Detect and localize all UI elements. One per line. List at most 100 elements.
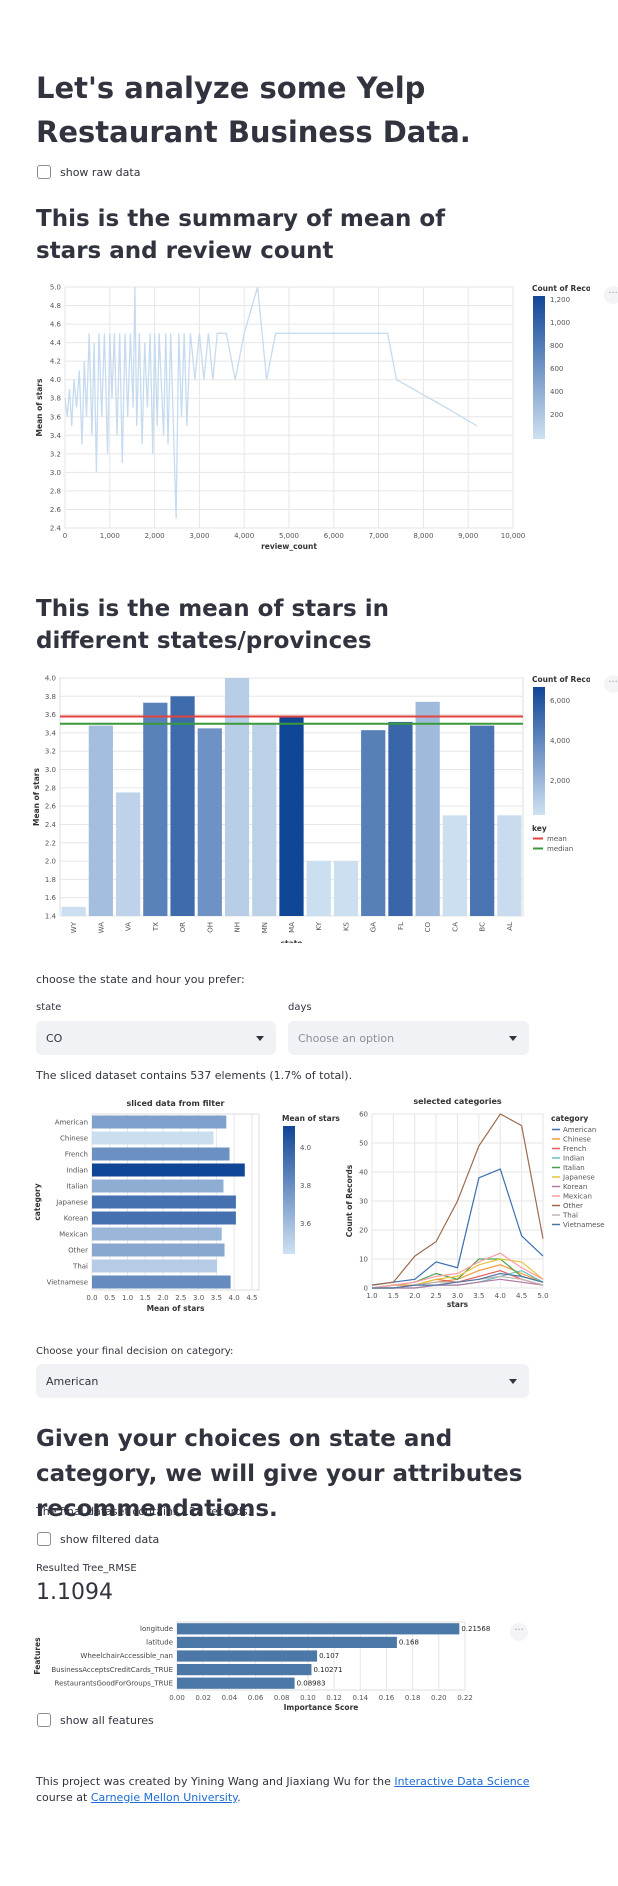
raw-data-label: show raw data xyxy=(60,165,141,179)
checkbox-box[interactable] xyxy=(37,1532,51,1546)
x-axis-label: stars xyxy=(447,1300,469,1309)
y-tick-label: 2.6 xyxy=(45,803,57,811)
y-tick-label: BusinessAcceptsCreditCards_TRUE xyxy=(51,1666,173,1674)
value-label: 0.107 xyxy=(319,1652,339,1660)
bar-ma xyxy=(279,716,304,916)
page-title: Let's analyze some Yelp Restaurant Busin… xyxy=(36,71,471,149)
state-label: state xyxy=(36,1002,62,1013)
legend-label: Chinese xyxy=(563,1136,591,1144)
x-tick-label: 0.08 xyxy=(274,1694,290,1702)
bar-ky xyxy=(306,861,331,916)
y-tick-label: 10 xyxy=(359,1256,368,1264)
x-axis-label: Importance Score xyxy=(284,1703,359,1712)
x-tick-label: BC xyxy=(479,922,487,932)
y-axis-label: category xyxy=(33,1183,42,1220)
x-tick-label: KY xyxy=(315,921,323,930)
series-line-vietnamese xyxy=(372,1272,544,1289)
x-tick-label: OH xyxy=(206,922,214,933)
bar-va xyxy=(115,792,141,916)
y-tick-label: latitude xyxy=(146,1639,173,1647)
y-tick-label: 4.8 xyxy=(50,302,61,310)
section-title-summary: This is the summary of mean of stars and… xyxy=(36,206,446,264)
all-features-checkbox[interactable]: show all features xyxy=(37,1713,154,1727)
y-tick-label: 20 xyxy=(359,1227,368,1235)
y-tick-label: Thai xyxy=(72,1263,88,1271)
stars-review-count-chart: 0 1,000 2,000 3,000 4,000 5,000 6,000 7,000 8,00… xyxy=(35,284,590,552)
legend-label: Indian xyxy=(563,1155,585,1163)
bar-italian xyxy=(92,1179,224,1193)
legend-title: Mean of stars xyxy=(282,1114,340,1123)
y-tick-label: WheelchairAccessible_nan xyxy=(80,1652,173,1660)
value-label: 0.08983 xyxy=(297,1679,326,1687)
cmu-link[interactable]: Carnegie Mellon University xyxy=(90,1791,238,1804)
y-tick-label: 3.6 xyxy=(45,711,57,719)
y-tick-label: 1.8 xyxy=(45,876,56,884)
x-tick-label: TX xyxy=(152,922,160,932)
x-tick-label: 3,000 xyxy=(189,532,209,540)
y-tick-label: 2.4 xyxy=(50,525,62,533)
x-tick-label: 1.5 xyxy=(388,1292,399,1300)
chart-title: selected categories xyxy=(413,1097,502,1106)
legend-label: Japanese xyxy=(562,1174,595,1182)
legend-tick-label: 1,200 xyxy=(550,296,570,304)
x-tick-label: 5.0 xyxy=(537,1292,548,1300)
legend-gradient xyxy=(533,296,545,439)
x-tick-label: KS xyxy=(342,921,350,931)
x-tick-label: 0.06 xyxy=(248,1694,264,1702)
x-tick-label: 9,000 xyxy=(458,532,478,540)
checkbox-box[interactable] xyxy=(37,165,51,179)
ids-course-link[interactable]: Interactive Data Science xyxy=(394,1775,530,1788)
footer-text: This project was created by Yining Wang … xyxy=(36,1774,556,1806)
x-tick-label: 4,000 xyxy=(234,532,254,540)
y-tick-label: Indian xyxy=(66,1167,88,1175)
x-tick-label: 0.16 xyxy=(379,1694,395,1702)
y-axis-label: Mean of stars xyxy=(32,768,41,826)
bar-bc xyxy=(470,725,495,916)
chart-menu-icon[interactable]: ··· xyxy=(604,675,618,693)
bar-korean xyxy=(92,1211,236,1225)
filtered-data-checkbox[interactable]: show filtered data xyxy=(37,1532,159,1546)
bar-latitude xyxy=(177,1636,397,1648)
x-tick-label: NH xyxy=(234,922,242,933)
bar-mn xyxy=(252,723,277,916)
chevron-down-icon xyxy=(509,1035,517,1041)
x-tick-label: AL xyxy=(506,922,514,931)
legend-tick-label: 4,000 xyxy=(550,737,570,745)
x-tick-label: 0.04 xyxy=(222,1694,238,1702)
sliced-dataset-text: The sliced dataset contains 537 elements… xyxy=(36,1069,353,1082)
series-line-american xyxy=(371,1168,544,1286)
state-select[interactable]: CO xyxy=(36,1021,276,1055)
y-tick-label: Japanese xyxy=(55,1199,88,1207)
bar-restaurantsgoodforgroups_true xyxy=(177,1677,295,1689)
value-label: 0.10271 xyxy=(313,1666,342,1674)
y-tick-label: Other xyxy=(68,1247,88,1255)
x-tick-label: 7,000 xyxy=(369,532,389,540)
y-tick-label: 4.0 xyxy=(45,675,56,683)
y-axis-label: Features xyxy=(33,1637,42,1675)
x-tick-label: MN xyxy=(261,922,269,933)
y-tick-label: 50 xyxy=(359,1140,368,1148)
series-line-korean xyxy=(372,1278,544,1289)
x-tick-label: 4.0 xyxy=(229,1294,240,1302)
y-tick-label: French xyxy=(65,1151,88,1159)
legend-label: American xyxy=(563,1126,596,1134)
chart-menu-icon[interactable]: ··· xyxy=(604,286,618,304)
chart-menu-icon[interactable]: ··· xyxy=(510,1623,528,1641)
bar-wheelchairaccessible_nan xyxy=(177,1650,318,1662)
days-select[interactable]: Choose an option xyxy=(288,1021,529,1055)
x-axis-label: review_count xyxy=(261,542,317,551)
days-label: days xyxy=(288,1002,312,1013)
x-tick-label: VA xyxy=(125,922,133,931)
y-tick-label: 2.6 xyxy=(50,506,62,514)
legend-label: Italian xyxy=(563,1164,585,1172)
legend-tick-label: 2,000 xyxy=(550,777,570,785)
final-category-select[interactable]: American xyxy=(36,1364,529,1398)
x-tick-label: GA xyxy=(370,922,378,932)
raw-data-checkbox[interactable]: show raw data xyxy=(37,165,140,179)
sliced-category-chart: sliced data from filter 0.0 0.5 1.0 1.5 2.0 2.… xyxy=(33,1099,340,1313)
x-tick-label: WA xyxy=(97,922,105,934)
bar-al xyxy=(497,815,522,916)
checkbox-box[interactable] xyxy=(37,1713,51,1727)
legend-tick-label: 600 xyxy=(550,365,563,373)
bar-american xyxy=(92,1115,227,1129)
